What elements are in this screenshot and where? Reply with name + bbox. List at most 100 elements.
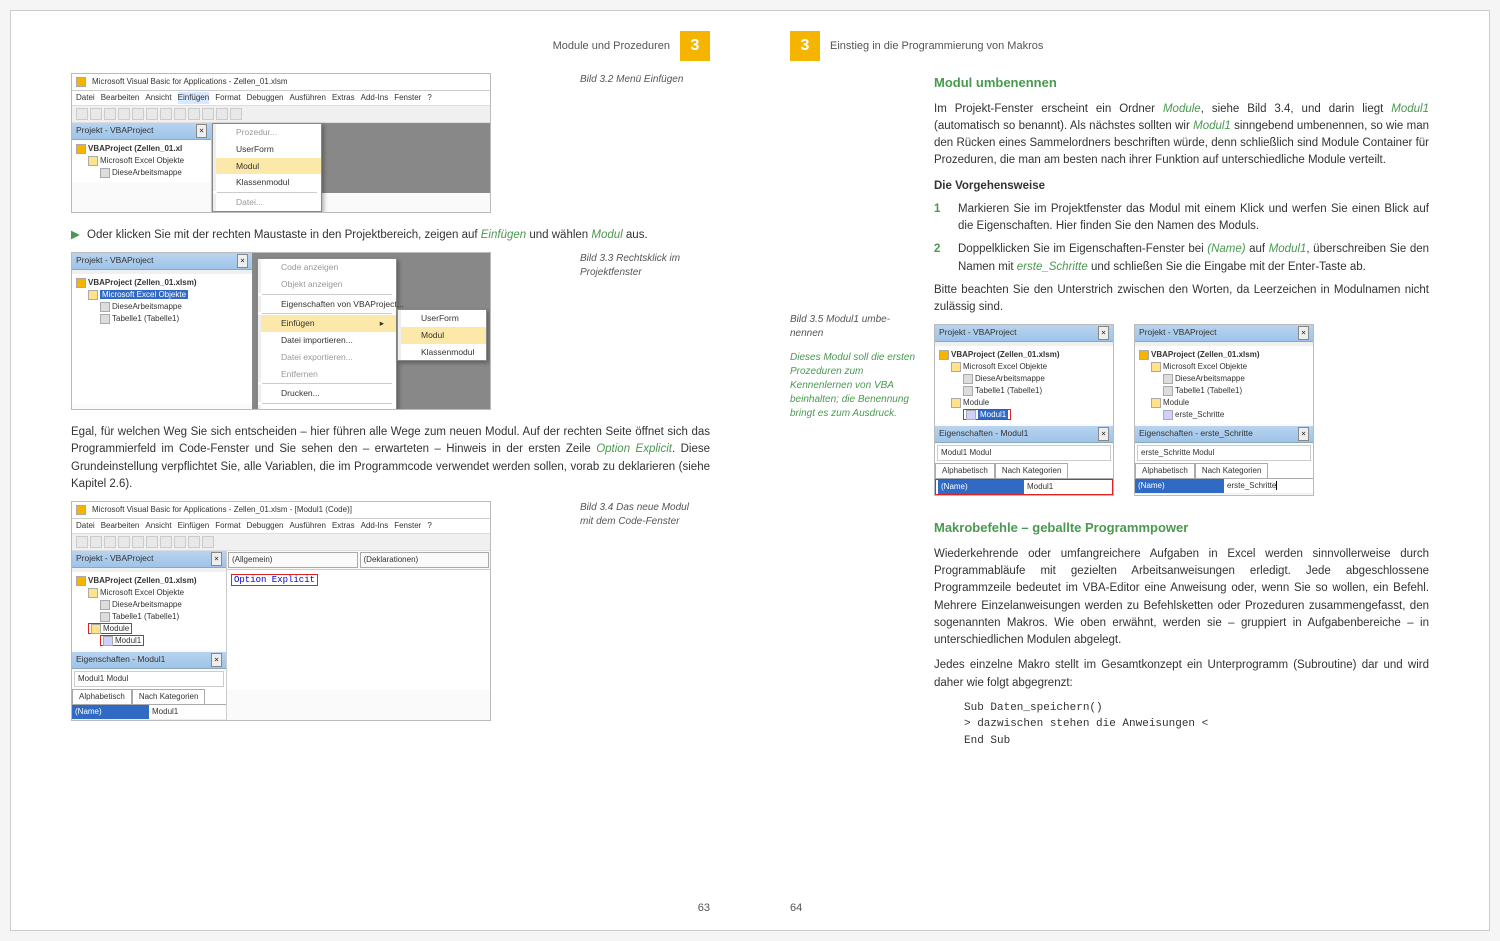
tree-folder[interactable]: Microsoft Excel Objekte (1163, 362, 1247, 371)
ctx-item[interactable]: Drucken... (258, 385, 396, 402)
menu-item[interactable]: Debuggen (247, 92, 284, 104)
ctx-item-insert[interactable]: Einfügen▸ (258, 315, 396, 332)
menu-item[interactable]: Format (215, 92, 240, 104)
menu-item[interactable]: Einfügen (178, 520, 210, 532)
props-tab[interactable]: Nach Kategorien (1195, 463, 1269, 478)
close-icon[interactable]: × (1298, 427, 1309, 441)
figure-3-5-before: Projekt - VBAProject× VBAProject (Zellen… (934, 324, 1114, 496)
menu-item[interactable]: Datei (76, 92, 95, 104)
props-combo[interactable]: Modul1 Modul (74, 671, 224, 687)
paragraph-underscore-note: Bitte beachten Sie den Unterstrich zwisc… (934, 282, 1429, 317)
page-right: 3 Einstieg in die Programmierung von Mak… (750, 11, 1489, 930)
submenu-item-module[interactable]: Modul (398, 327, 486, 344)
tree-item-erste-schritte[interactable]: erste_Schritte (1175, 410, 1224, 419)
menu-item-procedure[interactable]: Prozedur... (213, 124, 321, 141)
ctx-item[interactable]: Datei exportieren... (258, 349, 396, 366)
pane-title-text: Projekt - VBAProject (76, 254, 153, 268)
menu-item-file[interactable]: Datei... (213, 194, 321, 211)
tree-folder-selected[interactable]: Microsoft Excel Objekte (100, 290, 188, 299)
ctx-item[interactable]: Eigenschaften von VBAProject... (258, 296, 396, 313)
menu-item[interactable]: Fenster (394, 520, 421, 532)
props-name-value[interactable]: Modul1 (1024, 480, 1110, 494)
close-icon[interactable]: × (1098, 326, 1109, 340)
tree-item[interactable]: Tabelle1 (Tabelle1) (1175, 386, 1242, 395)
tree-item[interactable]: DieseArbeitsmappe (112, 600, 182, 609)
tree-folder[interactable]: Microsoft Excel Objekte (100, 156, 184, 165)
code-dropdown-left[interactable]: (Allgemein) (228, 552, 358, 568)
ctx-item[interactable]: ✓ Verankerbar (258, 405, 396, 410)
tree-root[interactable]: VBAProject (Zellen_01.xlsm) (951, 350, 1059, 359)
tree-folder[interactable]: Module (963, 398, 989, 407)
figure-3-5: Projekt - VBAProject× VBAProject (Zellen… (934, 324, 1429, 500)
props-tab[interactable]: Alphabetisch (72, 689, 132, 704)
fig34-props-title: Eigenschaften - Modul1 × (72, 652, 226, 669)
tree-folder[interactable]: Module (1163, 398, 1189, 407)
menu-item[interactable]: Ansicht (145, 520, 171, 532)
menu-item[interactable]: Bearbeiten (101, 520, 140, 532)
code-dropdown-right[interactable]: (Deklarationen) (360, 552, 490, 568)
tree-folder[interactable]: Microsoft Excel Objekte (963, 362, 1047, 371)
menu-item[interactable]: Ansicht (145, 92, 171, 104)
tree-root[interactable]: VBAProject (Zellen_01.xlsm) (88, 278, 196, 287)
close-icon[interactable]: × (1098, 427, 1109, 441)
ctx-item[interactable]: Objekt anzeigen (258, 276, 396, 293)
tree-folder[interactable]: Microsoft Excel Objekte (100, 588, 184, 597)
tree-item[interactable]: DieseArbeitsmappe (112, 168, 182, 177)
props-name-value[interactable]: Modul1 (149, 705, 226, 719)
props-tab[interactable]: Nach Kategorien (132, 689, 206, 704)
close-icon[interactable]: × (211, 653, 222, 667)
fig35a-tree: VBAProject (Zellen_01.xlsm) Microsoft Ex… (935, 346, 1113, 424)
close-icon[interactable]: × (196, 124, 207, 138)
ctx-item[interactable]: Code anzeigen (258, 259, 396, 276)
menu-item[interactable]: Fenster (394, 92, 421, 104)
menu-item[interactable]: Extras (332, 520, 355, 532)
bullet-icon: ▶ (71, 227, 87, 244)
tree-item-modul1[interactable]: Modul1 (115, 636, 141, 645)
tree-item[interactable]: DieseArbeitsmappe (1175, 374, 1245, 383)
submenu-item[interactable]: UserForm (398, 310, 486, 327)
props-tab[interactable]: Alphabetisch (1135, 463, 1195, 478)
menu-item[interactable]: Debuggen (247, 520, 284, 532)
props-combo[interactable]: erste_Schritte Modul (1137, 445, 1311, 461)
close-icon[interactable]: × (211, 552, 222, 566)
menu-item-userform[interactable]: UserForm (213, 141, 321, 158)
tree-item[interactable]: Tabelle1 (Tabelle1) (112, 612, 179, 621)
caption-3-3: Bild 3.3 Rechtsklick im Projektfenster (580, 252, 710, 414)
menu-item[interactable]: Ausführen (289, 92, 325, 104)
menu-item[interactable]: Einfügen (178, 92, 210, 104)
menu-item[interactable]: Add-Ins (361, 520, 389, 532)
props-tab[interactable]: Nach Kategorien (995, 463, 1069, 478)
menu-item[interactable]: ? (427, 92, 431, 104)
tree-root[interactable]: VBAProject (Zellen_01.xlsm) (88, 576, 196, 585)
ctx-item[interactable]: Datei importieren... (258, 332, 396, 349)
menu-item[interactable]: Bearbeiten (101, 92, 140, 104)
caption-line: Bild 3.4 Das neue Modul (580, 501, 710, 515)
tree-item[interactable]: DieseArbeitsmappe (975, 374, 1045, 383)
menu-item[interactable]: Datei (76, 520, 95, 532)
menu-item[interactable]: Add-Ins (361, 92, 389, 104)
tree-item-modul1[interactable]: Modul1 (978, 410, 1008, 419)
tree-root[interactable]: VBAProject (Zellen_01.xl (88, 144, 182, 153)
em-erste-schritte: erste_Schritte (1017, 261, 1088, 273)
menu-item[interactable]: Ausführen (289, 520, 325, 532)
tree-item[interactable]: DieseArbeitsmappe (112, 302, 182, 311)
tree-item[interactable]: Tabelle1 (Tabelle1) (112, 314, 179, 323)
props-name-value[interactable]: erste_Schritte (1224, 479, 1313, 493)
menu-item[interactable]: Extras (332, 92, 355, 104)
step-number: 2 (934, 241, 948, 276)
tree-item[interactable]: Tabelle1 (Tabelle1) (975, 386, 1042, 395)
submenu-item[interactable]: Klassenmodul (398, 344, 486, 361)
tree-folder-module[interactable]: Module (103, 624, 129, 633)
page-number-left: 63 (698, 900, 710, 917)
ctx-item[interactable]: Entfernen (258, 366, 396, 383)
menu-item[interactable]: ? (427, 520, 431, 532)
menu-item-module[interactable]: Modul (213, 158, 321, 175)
menu-item-classmodule[interactable]: Klassenmodul (213, 174, 321, 191)
props-tab[interactable]: Alphabetisch (935, 463, 995, 478)
close-icon[interactable]: × (1298, 326, 1309, 340)
props-combo[interactable]: Modul1 Modul (937, 445, 1111, 461)
close-icon[interactable]: × (237, 254, 248, 268)
menu-item[interactable]: Format (215, 520, 240, 532)
tree-root[interactable]: VBAProject (Zellen_01.xlsm) (1151, 350, 1259, 359)
props-name-label: (Name) (1135, 479, 1224, 493)
